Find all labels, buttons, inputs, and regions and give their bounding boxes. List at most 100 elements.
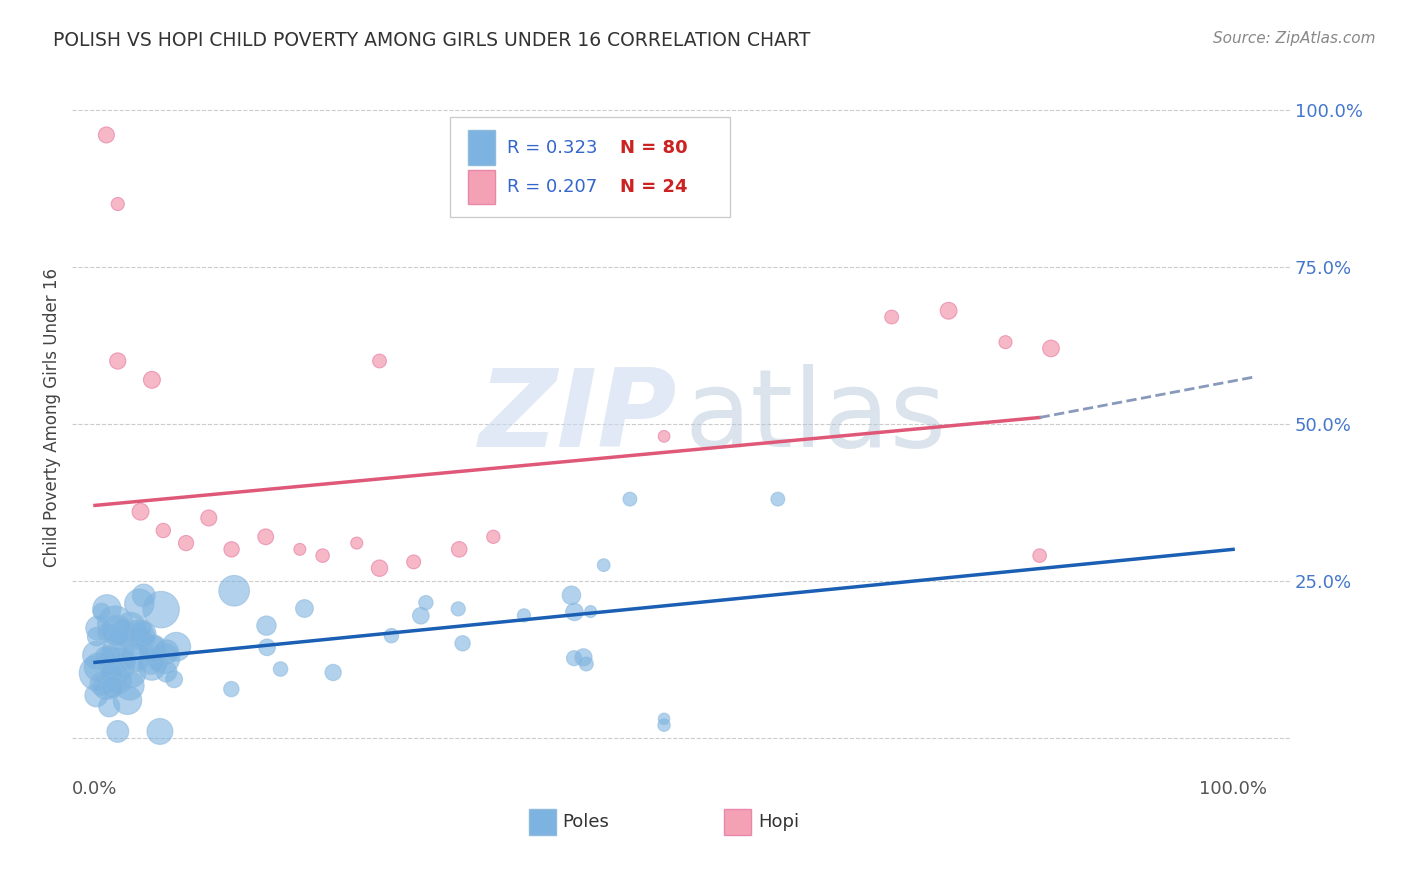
Point <box>560 588 582 602</box>
Point <box>107 354 129 368</box>
Point <box>107 641 129 656</box>
FancyBboxPatch shape <box>468 130 495 165</box>
Point <box>107 724 129 739</box>
Text: atlas: atlas <box>685 365 946 470</box>
Point <box>415 596 437 610</box>
Point <box>105 644 128 658</box>
Point <box>90 676 112 690</box>
Text: Source: ZipAtlas.com: Source: ZipAtlas.com <box>1212 31 1375 46</box>
Text: N = 80: N = 80 <box>620 138 688 157</box>
Point <box>96 602 118 616</box>
Point <box>256 640 278 655</box>
Point <box>575 657 598 671</box>
Point <box>288 542 311 557</box>
Point <box>87 621 110 635</box>
Point <box>994 335 1017 350</box>
Point <box>174 536 197 550</box>
Point <box>766 492 789 507</box>
Point <box>572 650 595 665</box>
Text: POLISH VS HOPI CHILD POVERTY AMONG GIRLS UNDER 16 CORRELATION CHART: POLISH VS HOPI CHILD POVERTY AMONG GIRLS… <box>53 31 811 50</box>
Point <box>938 303 960 318</box>
Text: Hopi: Hopi <box>758 813 799 831</box>
Point <box>322 665 344 680</box>
Point <box>96 625 118 640</box>
Point <box>86 689 108 703</box>
Point <box>107 673 129 688</box>
Point <box>256 618 278 632</box>
Point <box>224 583 246 598</box>
Point <box>165 640 187 654</box>
Point <box>155 645 177 659</box>
Point <box>86 648 108 663</box>
Point <box>120 620 142 634</box>
Point <box>368 354 391 368</box>
Point <box>96 645 118 659</box>
Point <box>513 608 536 623</box>
Point <box>221 682 243 697</box>
Point <box>1028 549 1050 563</box>
Text: N = 24: N = 24 <box>620 178 688 196</box>
Text: R = 0.323: R = 0.323 <box>508 138 598 157</box>
Point <box>368 561 391 575</box>
Point <box>380 629 402 643</box>
Point <box>652 712 675 726</box>
Point <box>96 128 118 142</box>
Point <box>221 542 243 557</box>
Point <box>87 660 110 674</box>
Point <box>115 653 138 667</box>
Point <box>141 373 163 387</box>
Point <box>198 511 221 525</box>
Point <box>619 492 641 507</box>
Point <box>86 665 108 680</box>
Point <box>132 632 155 646</box>
Point <box>562 651 585 665</box>
Point <box>652 429 675 443</box>
Point <box>150 602 173 616</box>
Point <box>564 605 586 619</box>
FancyBboxPatch shape <box>450 117 730 217</box>
Point <box>129 631 152 645</box>
Point <box>129 505 152 519</box>
Point <box>311 549 333 563</box>
FancyBboxPatch shape <box>724 809 751 835</box>
Point <box>132 589 155 603</box>
Point <box>449 542 471 557</box>
Point <box>152 524 174 538</box>
Point <box>149 724 172 739</box>
Point <box>117 693 139 707</box>
Point <box>118 679 141 693</box>
Point <box>98 699 121 714</box>
Point <box>141 659 163 673</box>
Point <box>111 625 134 640</box>
Point <box>409 608 432 623</box>
Point <box>131 627 153 641</box>
Point <box>86 630 108 644</box>
Y-axis label: Child Poverty Among Girls Under 16: Child Poverty Among Girls Under 16 <box>44 268 60 567</box>
Point <box>90 605 112 619</box>
Point <box>254 530 277 544</box>
FancyBboxPatch shape <box>468 169 495 204</box>
Point <box>103 665 125 679</box>
Point <box>94 650 117 665</box>
Point <box>107 197 129 211</box>
Point <box>153 651 176 665</box>
Point <box>155 665 177 679</box>
Text: R = 0.207: R = 0.207 <box>508 178 598 196</box>
Point <box>1040 342 1063 356</box>
Point <box>142 641 165 656</box>
Point <box>592 558 614 573</box>
Text: Poles: Poles <box>562 813 609 831</box>
Point <box>447 602 470 616</box>
FancyBboxPatch shape <box>529 809 555 835</box>
Point <box>101 680 124 694</box>
Point <box>142 642 165 657</box>
Point <box>148 655 170 669</box>
Point <box>100 648 122 662</box>
Point <box>402 555 425 569</box>
Point <box>129 622 152 636</box>
Point <box>125 649 148 664</box>
Point <box>128 597 150 611</box>
Point <box>104 616 127 631</box>
Point <box>880 310 903 324</box>
Point <box>120 665 142 680</box>
